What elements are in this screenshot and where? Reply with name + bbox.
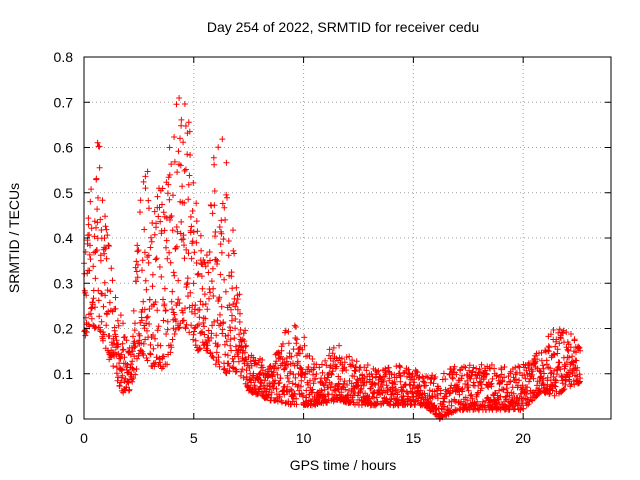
scatter-points [81, 95, 584, 422]
series-srmtid [81, 95, 584, 422]
y-tick-label: 0.5 [54, 185, 74, 201]
x-tick-label: 20 [515, 430, 531, 446]
y-tick-label: 0.6 [54, 140, 74, 156]
x-tick-label: 15 [406, 430, 422, 446]
y-axis-label: SRMTID / TECUs [6, 183, 22, 293]
x-tick-label: 0 [80, 430, 88, 446]
x-tick-label: 10 [296, 430, 312, 446]
y-tick-label: 0.4 [54, 230, 74, 246]
x-tick-label: 5 [190, 430, 198, 446]
y-tick-label: 0.2 [54, 321, 74, 337]
y-tick-label: 0 [65, 411, 73, 427]
y-tick-label: 0.7 [54, 94, 74, 110]
plot-frame [83, 56, 612, 420]
chart-title: Day 254 of 2022, SRMTID for receiver ced… [207, 19, 479, 35]
axis-ticks: 0 0.1 0.2 0.3 0.4 0.5 0.6 0.7 0.8 0 5 10 15 20 [54, 49, 611, 446]
x-axis-label: GPS time / hours [290, 457, 397, 473]
y-tick-label: 0.8 [54, 49, 74, 65]
y-tick-label: 0.1 [54, 366, 74, 382]
grid [84, 57, 611, 419]
y-tick-label: 0.3 [54, 275, 74, 291]
